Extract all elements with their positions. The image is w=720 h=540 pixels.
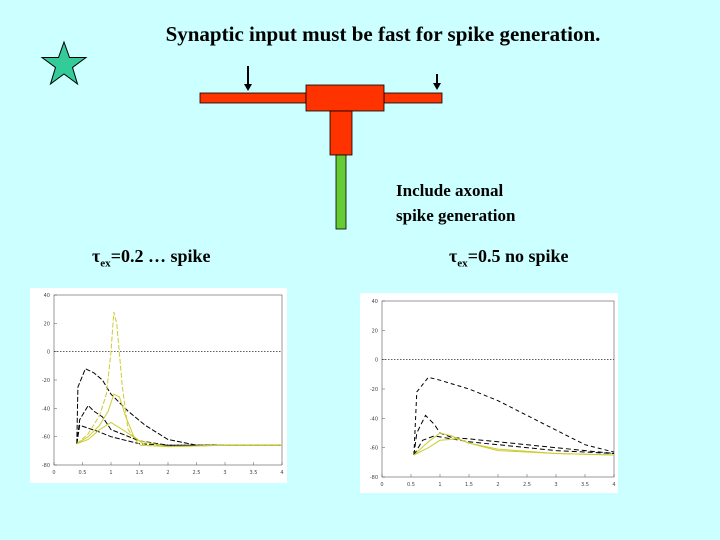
x-tick-label: 3 bbox=[554, 482, 557, 488]
y-tick-label: -40 bbox=[42, 406, 50, 412]
series-black-dashed-2 bbox=[76, 404, 282, 446]
soma-top bbox=[305, 84, 385, 112]
x-tick-label: 3.5 bbox=[250, 470, 258, 476]
y-tick-label: -80 bbox=[370, 475, 378, 481]
slide-title: Synaptic input must be fast for spike ge… bbox=[165, 22, 601, 46]
x-tick-label: 1.5 bbox=[465, 482, 473, 488]
axon-note-line1: Include axonal bbox=[396, 181, 504, 200]
right-label-text: =0.5 no spike bbox=[467, 246, 569, 266]
right-plot-label: τex=0.5 no spike bbox=[449, 246, 568, 270]
x-tick-label: 0.5 bbox=[407, 482, 415, 488]
x-tick-label: 1 bbox=[109, 470, 112, 476]
y-tick-label: -40 bbox=[370, 416, 378, 422]
y-tick-label: -80 bbox=[42, 463, 50, 469]
axon-note: Include axonal spike generation bbox=[396, 178, 515, 228]
neuron-diagram bbox=[199, 66, 443, 230]
left-label-text: =0.2 … spike bbox=[110, 246, 211, 266]
tau-symbol: τ bbox=[449, 246, 458, 266]
x-tick-label: 4 bbox=[612, 482, 615, 488]
y-tick-label: 20 bbox=[372, 328, 378, 334]
y-tick-label: -60 bbox=[370, 446, 378, 452]
series-black-dashed-1 bbox=[76, 368, 282, 446]
series-black-dashed-mid bbox=[413, 414, 615, 456]
tau-subscript: ex bbox=[100, 257, 111, 270]
x-tick-label: 3.5 bbox=[581, 482, 589, 488]
star-icon bbox=[40, 40, 88, 86]
right-voltage-plot: 0 0.5 1 1.5 2 2.5 3 3.5 4 40 20 0 -20 -40 -60 -80 bbox=[360, 293, 618, 493]
x-tick-label: 0 bbox=[380, 482, 383, 488]
x-tick-label: 1 bbox=[438, 482, 441, 488]
series-yellow-3 bbox=[76, 421, 282, 448]
series-yellow-2 bbox=[76, 393, 282, 448]
axon-note-line2: spike generation bbox=[396, 206, 516, 225]
synaptic-input-arrow-right bbox=[433, 74, 441, 90]
y-tick-label: 40 bbox=[372, 299, 378, 305]
x-tick-label: 1.5 bbox=[136, 470, 144, 476]
tau-subscript: ex bbox=[457, 257, 468, 270]
x-tick-label: 0 bbox=[52, 470, 55, 476]
x-tick-label: 2 bbox=[496, 482, 499, 488]
tau-symbol: τ bbox=[92, 246, 101, 266]
left-dendrite bbox=[199, 92, 307, 104]
x-tick-label: 4 bbox=[280, 470, 283, 476]
series-yellow-spike bbox=[76, 311, 282, 448]
y-tick-label: -60 bbox=[42, 435, 50, 441]
series-yellow-2 bbox=[413, 438, 615, 456]
series-black-dashed-low bbox=[413, 435, 615, 456]
x-tick-label: 2 bbox=[166, 470, 169, 476]
axon bbox=[335, 154, 347, 230]
soma-stem bbox=[329, 110, 353, 156]
left-plot-label: τex=0.2 … spike bbox=[92, 246, 210, 270]
right-plot-svg: 0 0.5 1 1.5 2 2.5 3 3.5 4 40 20 0 -20 -40 -60 -80 bbox=[370, 299, 616, 488]
y-tick-label: 40 bbox=[44, 293, 50, 299]
y-tick-label: -20 bbox=[370, 387, 378, 393]
series-black-dashed-slow bbox=[413, 376, 615, 456]
y-tick-label: -20 bbox=[42, 378, 50, 384]
x-tick-label: 2.5 bbox=[523, 482, 531, 488]
x-tick-label: 0.5 bbox=[79, 470, 87, 476]
left-plot-svg: 0 0.5 1 1.5 2 2.5 3 3.5 4 40 20 0 -20 -40 -60 -80 bbox=[42, 293, 284, 476]
x-tick-label: 2.5 bbox=[193, 470, 201, 476]
y-tick-label: 20 bbox=[44, 321, 50, 327]
y-tick-label: 0 bbox=[375, 358, 378, 364]
x-tick-label: 3 bbox=[223, 470, 226, 476]
right-dendrite bbox=[383, 92, 443, 104]
synaptic-input-arrow-left bbox=[244, 66, 252, 91]
y-tick-label: 0 bbox=[47, 350, 50, 356]
left-voltage-plot: 0 0.5 1 1.5 2 2.5 3 3.5 4 40 20 0 -20 -40 -60 -80 bbox=[30, 288, 287, 483]
